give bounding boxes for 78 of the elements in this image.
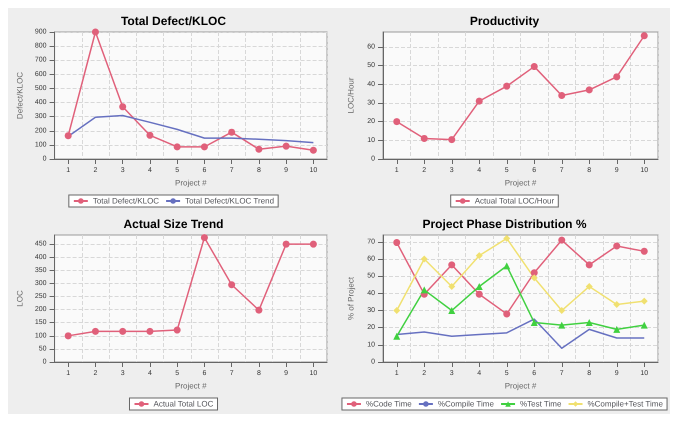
point (586, 282, 593, 290)
point (92, 328, 99, 335)
point (503, 234, 510, 242)
point (503, 82, 510, 90)
point (174, 143, 181, 150)
point (310, 240, 317, 248)
point (530, 63, 538, 70)
x-axis-title: Project # (175, 178, 208, 188)
point (146, 328, 154, 335)
point (200, 143, 208, 150)
point (530, 274, 538, 282)
legend-label: %Code Time (366, 400, 412, 408)
point (310, 146, 317, 154)
point (420, 256, 428, 263)
point (530, 319, 538, 326)
point (558, 236, 566, 244)
point (476, 282, 483, 290)
legend-label: %Test Time (520, 400, 562, 408)
legend-label: %Compile Time (438, 400, 494, 408)
y-axis-title: LOC/Hour (346, 77, 356, 114)
point (558, 92, 566, 99)
point (586, 86, 593, 94)
point (448, 261, 456, 268)
point (613, 73, 620, 80)
point (640, 298, 648, 305)
point (558, 307, 566, 314)
legend-label: Actual Total LOC (153, 400, 214, 408)
point (393, 332, 400, 340)
point (613, 326, 620, 333)
x-axis-title: Project # (504, 381, 537, 390)
point (420, 286, 428, 294)
point (476, 252, 483, 260)
legend-label: Actual Total LOC/Hour (474, 196, 554, 206)
point (119, 103, 126, 110)
x-axis-title: Project # (175, 381, 208, 390)
point (282, 142, 290, 150)
point (586, 261, 593, 268)
chart-title: Actual Size Trend (123, 217, 224, 231)
point (640, 322, 648, 329)
y-axis-title: Defect/KLOC (16, 72, 24, 120)
point (146, 132, 154, 139)
point (420, 134, 428, 142)
point (640, 32, 648, 40)
point (393, 118, 400, 126)
point (255, 146, 262, 153)
chart-title: Project Phase Distribution % (422, 217, 587, 231)
point (119, 328, 126, 335)
point (640, 248, 648, 255)
point (448, 136, 456, 144)
point (282, 240, 290, 248)
point (586, 319, 593, 326)
point (228, 128, 236, 136)
point (200, 234, 208, 242)
y-axis-title: % of Project (346, 276, 356, 320)
point (174, 326, 181, 334)
legend-label: Total Defect/KLOC (92, 196, 160, 206)
point (503, 262, 510, 270)
point (64, 132, 72, 140)
point (503, 310, 510, 318)
point (92, 28, 99, 36)
point (476, 98, 483, 105)
point (613, 301, 620, 308)
chart-title: Total Defect/KLOC (120, 14, 226, 28)
point (448, 307, 456, 314)
point (558, 322, 566, 329)
chart-title: Productivity (470, 14, 540, 28)
point (476, 290, 483, 298)
x-axis-title: Project # (504, 178, 537, 188)
point (613, 242, 620, 250)
point (64, 332, 72, 340)
legend-label: %Compile+Test Time (588, 400, 664, 408)
point (393, 239, 400, 246)
legend-label: Total Defect/KLOC Trend (185, 196, 274, 206)
point (393, 307, 400, 314)
point (255, 306, 262, 314)
y-axis-title: LOC (16, 290, 24, 307)
point (448, 282, 456, 290)
point (228, 281, 236, 288)
